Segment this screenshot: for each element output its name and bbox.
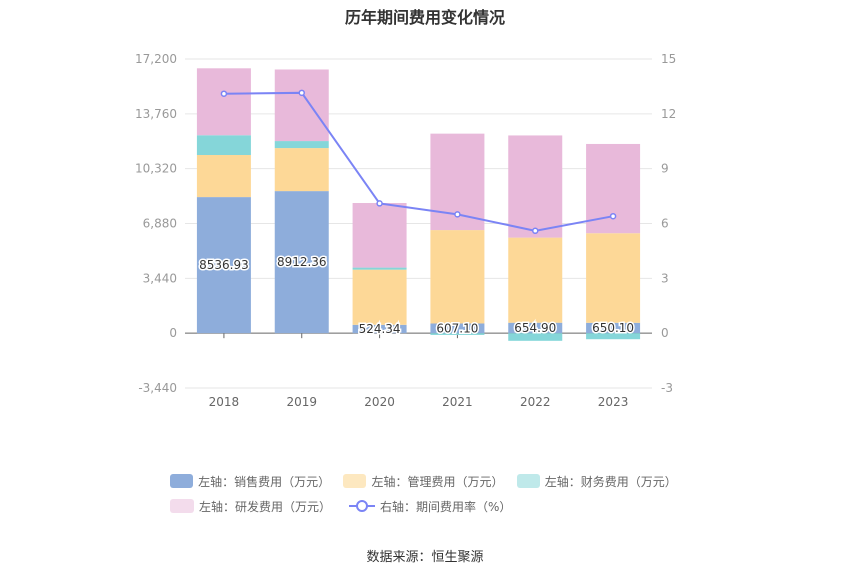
right-tick-label: -3 <box>661 381 673 395</box>
legend-swatch-rate <box>349 500 376 512</box>
legend-item-finance[interactable]: 左轴：财务费用（万元） <box>516 473 677 490</box>
bar-segment <box>508 322 563 334</box>
bar-segment <box>196 68 251 136</box>
source-note: 数据来源：恒生聚源 <box>366 550 484 565</box>
bar-segment <box>430 333 485 335</box>
bar-segment <box>352 324 407 334</box>
rate-line <box>223 91 614 232</box>
right-tick-label: 6 <box>661 217 669 231</box>
right-tick-label: 9 <box>661 162 669 176</box>
legend-item-rd[interactable]: 左轴：研发费用（万元） <box>170 498 331 515</box>
bar-segment <box>352 269 407 325</box>
data-label: 650.10 <box>592 321 634 335</box>
legend-label-sales: 左轴：销售费用（万元） <box>198 474 331 489</box>
left-tick-label: -3,440 <box>138 381 177 395</box>
x-tick-label: 2020 <box>364 395 395 409</box>
bar-segment <box>274 141 329 149</box>
x-tick-label: 2023 <box>598 395 629 409</box>
rate-point <box>609 212 617 220</box>
left-tick-label: 0 <box>169 326 177 340</box>
left-tick-label: 3,440 <box>143 271 177 285</box>
legend-item-rate[interactable]: 右轴：期间费用率（%） <box>349 498 511 515</box>
data-label: 8912.36 <box>277 255 327 269</box>
right-tick-label: 3 <box>661 271 669 285</box>
data-label: 607.10 <box>436 321 478 335</box>
bar-segment <box>196 155 251 198</box>
data-label: 654.90 <box>514 321 556 335</box>
legend-swatch-rd <box>170 499 194 513</box>
rate-point <box>298 89 305 97</box>
legend-item-sales[interactable]: 左轴：销售费用（万元） <box>170 473 331 490</box>
bar-segment <box>196 135 251 156</box>
chart-title: 历年期间费用变化情况 <box>344 8 505 27</box>
line-layer <box>220 89 617 235</box>
bar-segment <box>274 191 329 334</box>
bar-segment <box>508 135 563 238</box>
legend-swatch-admin <box>343 474 367 488</box>
bar-segment <box>508 237 563 323</box>
x-tick-label: 2021 <box>442 395 473 409</box>
right-tick-label: 15 <box>661 52 676 66</box>
legend: 左轴：销售费用（万元） 左轴：管理费用（万元） 左轴：财务费用（万元） 左轴：研… <box>170 470 690 520</box>
bar-segment <box>196 197 251 334</box>
bar-layer <box>196 68 641 341</box>
legend-item-admin[interactable]: 左轴：管理费用（万元） <box>343 473 504 490</box>
right-tick-label: 12 <box>661 107 676 121</box>
data-label: 524.34 <box>359 322 401 336</box>
legend-swatch-finance <box>516 474 540 488</box>
right-tick-label: 0 <box>661 326 669 340</box>
legend-label-admin: 左轴：管理费用（万元） <box>371 474 504 489</box>
left-tick-label: 6,880 <box>143 217 177 231</box>
left-tick-label: 10,320 <box>135 162 177 176</box>
rate-point <box>454 211 461 218</box>
legend-label-rate: 右轴：期间费用率（%） <box>380 499 512 514</box>
legend-label-finance: 左轴：财务费用（万元） <box>544 474 677 489</box>
data-label: 8536.93 <box>199 258 249 272</box>
x-tick-label: 2019 <box>286 395 317 409</box>
grid-layer <box>185 58 652 389</box>
bar-segment <box>586 333 641 340</box>
x-tick-label: 2022 <box>520 395 551 409</box>
label-layer: 17,200 13,760 10,320 6,880 3,440 0 -3,440 15 12 9… <box>135 52 676 409</box>
legend-row-2: 左轴：研发费用（万元） 右轴：期间费用率（%） <box>170 495 690 517</box>
bar-segment <box>586 322 641 334</box>
bar-segment <box>508 333 563 341</box>
bar-segment <box>586 233 641 323</box>
legend-swatch-sales <box>170 474 194 488</box>
rate-point <box>220 90 228 97</box>
x-tick-label: 2018 <box>209 395 240 409</box>
rate-point <box>532 227 539 235</box>
bar-segment <box>352 203 407 268</box>
left-tick-label: 17,200 <box>135 52 177 66</box>
bar-segment <box>274 69 329 142</box>
rate-point <box>376 200 383 207</box>
bar-segment <box>430 323 485 334</box>
bar-segment <box>430 230 485 324</box>
legend-row-1: 左轴：销售费用（万元） 左轴：管理费用（万元） 左轴：财务费用（万元） <box>170 470 690 492</box>
bar-segment <box>352 267 407 270</box>
left-tick-label: 13,760 <box>135 107 177 121</box>
bar-segment <box>274 148 329 192</box>
legend-label-rd: 左轴：研发费用（万元） <box>199 499 332 514</box>
